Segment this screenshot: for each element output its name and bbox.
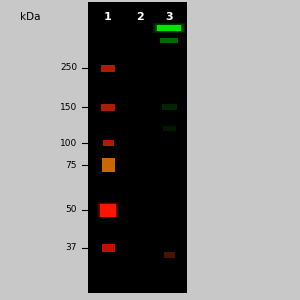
- Text: 250: 250: [60, 64, 77, 73]
- Text: 150: 150: [60, 103, 77, 112]
- Text: 37: 37: [65, 244, 77, 253]
- Text: kDa: kDa: [20, 12, 40, 22]
- Bar: [156, 25, 182, 32]
- Bar: [101, 158, 115, 172]
- Bar: [100, 203, 116, 217]
- Text: 50: 50: [65, 206, 77, 214]
- Bar: [103, 140, 113, 146]
- Bar: [101, 103, 115, 110]
- Bar: [157, 25, 181, 31]
- Bar: [154, 24, 184, 32]
- Bar: [88, 2, 187, 293]
- Text: 1: 1: [104, 12, 112, 22]
- Text: 2: 2: [136, 12, 144, 22]
- Bar: [164, 252, 175, 258]
- Bar: [160, 38, 178, 43]
- Text: 75: 75: [65, 160, 77, 169]
- Bar: [99, 203, 117, 217]
- Bar: [153, 23, 185, 33]
- Bar: [97, 202, 119, 218]
- Bar: [161, 104, 176, 110]
- Text: 3: 3: [165, 12, 173, 22]
- Text: 100: 100: [60, 139, 77, 148]
- Bar: [163, 125, 176, 130]
- Bar: [98, 203, 118, 217]
- Bar: [101, 244, 115, 252]
- Bar: [101, 64, 115, 71]
